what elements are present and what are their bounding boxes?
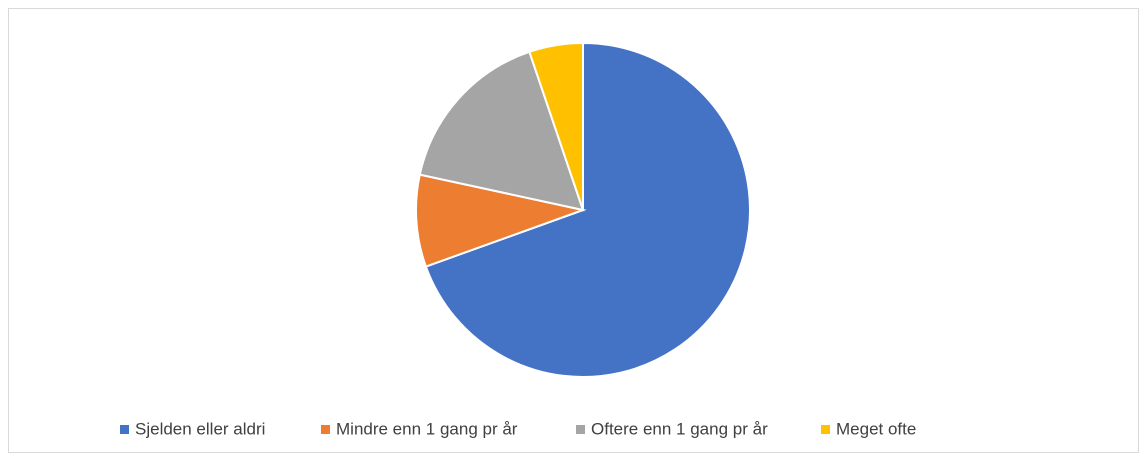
legend-swatch bbox=[576, 425, 585, 434]
legend-label: Mindre enn 1 gang pr år bbox=[336, 419, 518, 438]
pie-slice bbox=[424, 41, 751, 378]
legend-label: Meget ofte bbox=[836, 419, 916, 438]
pie-slice bbox=[415, 173, 587, 268]
legend-label: Sjelden eller aldri bbox=[135, 419, 265, 438]
legend-swatch bbox=[821, 425, 830, 434]
legend-swatch bbox=[321, 425, 330, 434]
legend-label: Oftere enn 1 gang pr år bbox=[591, 419, 768, 438]
pie-slice bbox=[528, 41, 584, 211]
legend-swatch bbox=[120, 425, 129, 434]
